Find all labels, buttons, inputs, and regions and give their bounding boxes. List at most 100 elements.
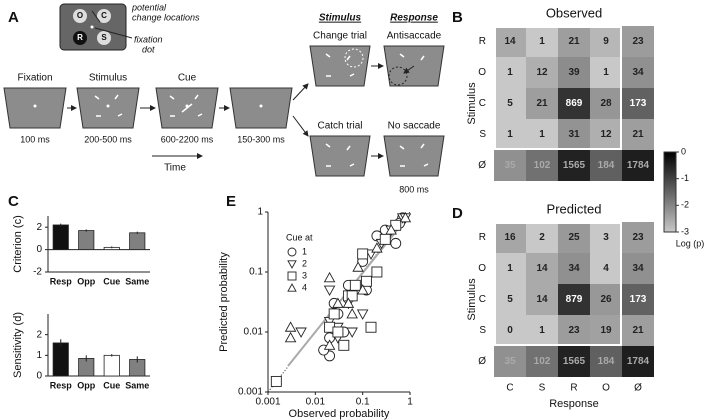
point: [357, 248, 369, 260]
cell: [622, 119, 654, 150]
cell-label: 23: [632, 232, 644, 243]
point: [346, 290, 358, 302]
header: Response: [390, 13, 438, 24]
response-type: Antisaccade: [387, 31, 442, 42]
cell-label: 19: [600, 325, 612, 336]
point: [287, 247, 297, 257]
x-tick-label: 0.001: [255, 397, 280, 408]
bar: [78, 230, 95, 250]
cell-label: 173: [630, 98, 647, 109]
cell: [590, 253, 622, 284]
point: [371, 242, 383, 253]
legend-label: 1: [302, 246, 307, 256]
point: [338, 339, 350, 351]
point: [390, 237, 402, 249]
cell-label: 34: [632, 263, 644, 274]
x-tick-label: Cue: [103, 276, 120, 286]
cell-label: 1: [507, 67, 513, 78]
cell-label: 5: [507, 294, 513, 305]
cell: [622, 222, 654, 253]
col-label: C: [506, 383, 513, 394]
loc: [73, 31, 87, 45]
y-tick-label: 2: [36, 222, 42, 233]
point: [360, 275, 372, 287]
cell: [526, 119, 558, 150]
cell: [494, 88, 526, 119]
cell: [558, 284, 590, 315]
y-axis-label: Predicted probability: [218, 252, 230, 352]
cell: [590, 222, 622, 253]
cell-label: 102: [534, 160, 551, 171]
bar: [129, 232, 146, 251]
point: [349, 279, 361, 291]
cell-label: 23: [632, 36, 644, 47]
y-tick-label: 0: [36, 244, 42, 255]
y-axis-label: Stimulus: [466, 82, 478, 125]
cell-label: 1: [507, 263, 513, 274]
cell: [526, 346, 558, 377]
cell-label: 1784: [627, 356, 650, 367]
colorbar-tick-label: -3: [681, 226, 689, 236]
colorbar-tick-label: -2: [681, 200, 689, 210]
panel-label: C: [8, 193, 19, 210]
cell: [590, 26, 622, 57]
cell: [622, 315, 654, 346]
colorbar: [663, 151, 677, 233]
row-label: O: [478, 67, 486, 78]
cell-label: 1: [539, 129, 545, 140]
point: [323, 271, 336, 283]
step-name: Stimulus: [89, 73, 127, 84]
col-label: Ø: [634, 383, 642, 394]
cell: [494, 284, 526, 315]
cell: [590, 119, 622, 150]
point: [287, 260, 297, 269]
pointer: [94, 27, 133, 39]
x-axis-label: Observed probability: [289, 408, 390, 420]
cell-label: 23: [568, 325, 580, 336]
cell-label: 14: [536, 294, 548, 305]
cell-label: 1565: [563, 356, 586, 367]
point: [287, 283, 297, 292]
row-label: C: [479, 98, 486, 109]
point: [284, 321, 297, 332]
cell-label: 35: [504, 160, 516, 171]
cell: [622, 57, 654, 88]
cell: [494, 346, 526, 377]
cell-label: 21: [536, 98, 548, 109]
trial-type: Change trial: [313, 31, 367, 42]
cell-label: 4: [603, 263, 609, 274]
time-label: Time: [164, 163, 186, 174]
cell-label: 16: [504, 232, 516, 243]
point: [332, 297, 344, 308]
cell-label: 12: [536, 67, 548, 78]
cell-label: 9: [603, 36, 609, 47]
cell-label: 21: [568, 36, 580, 47]
row-label: R: [479, 232, 486, 243]
gratings: [325, 53, 429, 167]
colorbar-label: Log (p): [676, 238, 705, 248]
cell-label: 21: [632, 325, 644, 336]
panel-label: A: [8, 9, 19, 26]
panel-label: E: [226, 193, 236, 210]
panel-a: A O C R S potential change locations fix…: [3, 2, 445, 194]
cell-label: 14: [504, 36, 516, 47]
row-label: Ø: [478, 356, 486, 367]
screen: [3, 87, 67, 129]
cell: [558, 57, 590, 88]
screen: [309, 135, 371, 177]
cell: [494, 57, 526, 88]
cell-label: 869: [566, 98, 583, 109]
cell: [558, 346, 590, 377]
cell: [526, 150, 558, 181]
loc: [73, 9, 87, 23]
x-tick-label: Opp: [77, 380, 95, 390]
x-tick-label: Resp: [50, 380, 73, 390]
cell: [558, 315, 590, 346]
step-name: Cue: [178, 73, 197, 84]
panel-label: B: [452, 9, 463, 26]
point: [295, 327, 307, 338]
inset-note: dot: [142, 44, 155, 54]
loc-label: R: [77, 33, 83, 42]
y-tick-label: 0.01: [244, 327, 264, 338]
y-axis-label: Stimulus: [466, 278, 478, 321]
